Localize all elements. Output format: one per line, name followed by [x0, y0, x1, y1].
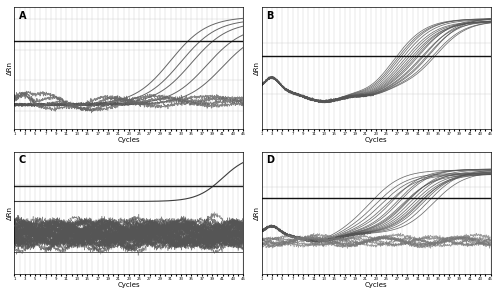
X-axis label: Cycles: Cycles: [365, 282, 388, 288]
Text: C: C: [19, 155, 26, 165]
Text: D: D: [266, 155, 274, 165]
Text: A: A: [19, 11, 26, 21]
Text: B: B: [266, 11, 274, 21]
Y-axis label: ΔRn: ΔRn: [254, 206, 260, 220]
X-axis label: Cycles: Cycles: [365, 137, 388, 143]
Y-axis label: ΔRn: ΔRn: [7, 61, 13, 75]
Y-axis label: ΔRn: ΔRn: [254, 61, 260, 75]
X-axis label: Cycles: Cycles: [118, 137, 140, 143]
Y-axis label: ΔRn: ΔRn: [7, 206, 13, 220]
X-axis label: Cycles: Cycles: [118, 282, 140, 288]
